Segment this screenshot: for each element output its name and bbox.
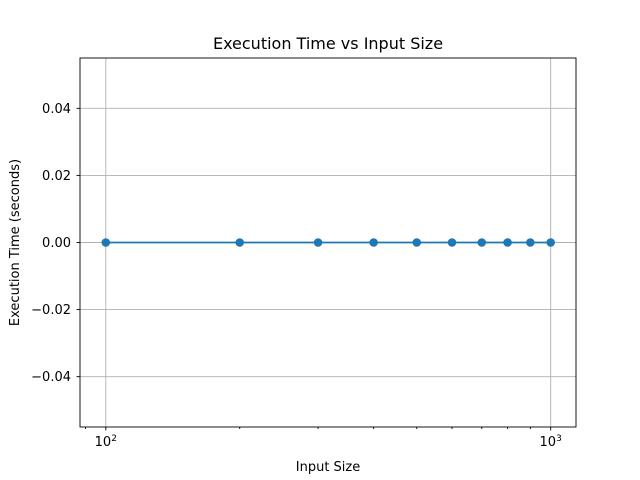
data-point: [447, 238, 457, 247]
data-point: [101, 238, 111, 247]
series-layer: [101, 238, 555, 247]
data-point: [526, 238, 535, 247]
x-axis-label: Input Size: [296, 460, 360, 475]
data-point: [369, 238, 378, 247]
y-tick-label: −0.02: [31, 303, 71, 318]
y-tick-label: 0.02: [42, 169, 71, 184]
y-tick-label: −0.04: [31, 370, 71, 385]
data-point: [477, 238, 487, 247]
data-point: [503, 238, 512, 247]
data-point: [412, 238, 422, 247]
data-point: [235, 238, 245, 247]
x-tick-label: 102: [95, 434, 117, 450]
y-tick-label: 0.04: [42, 102, 71, 117]
ticks: 102 103 −0.04 −0.02 0.00 0.02 0.04: [31, 102, 562, 450]
data-point: [546, 238, 555, 247]
y-axis-label: Execution Time (seconds): [8, 159, 23, 326]
x-tick-label: 103: [540, 434, 562, 450]
chart-title: Execution Time vs Input Size: [213, 34, 443, 53]
y-tick-label: 0.00: [42, 236, 71, 251]
data-point: [313, 238, 323, 247]
